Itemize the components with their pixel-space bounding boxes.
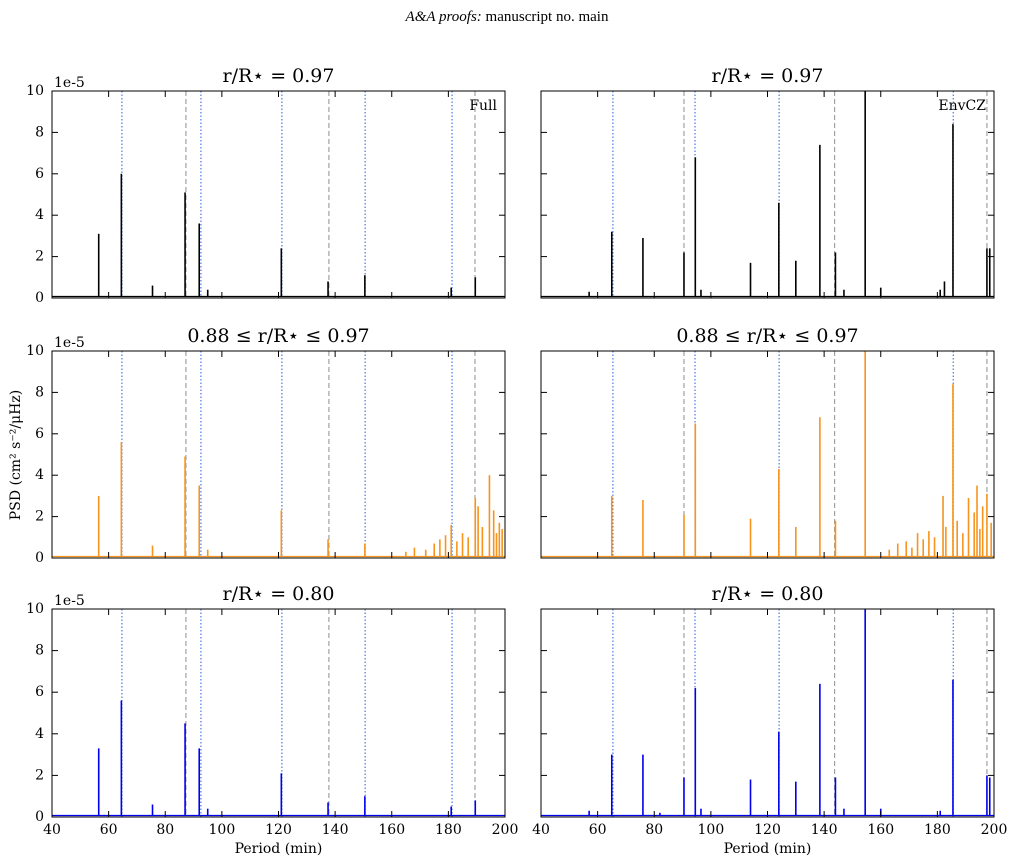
panel-title: r/R⋆ = 0.80 bbox=[712, 583, 824, 605]
y-tick-label: 2 bbox=[35, 249, 44, 265]
manuscript-text: manuscript no. main bbox=[486, 9, 609, 25]
y-tick-label: 0 bbox=[35, 550, 44, 566]
axes-frame bbox=[51, 350, 506, 559]
x-tick-label: 200 bbox=[981, 822, 1008, 838]
y-tick-label: 6 bbox=[35, 684, 44, 700]
y-tick-label: 10 bbox=[26, 601, 44, 617]
y-tick-label: 8 bbox=[35, 384, 44, 400]
page-header: A&A proofs: manuscript no. main bbox=[405, 9, 609, 25]
x-tick-label: 200 bbox=[492, 822, 519, 838]
x-tick-label: 60 bbox=[100, 822, 118, 838]
x-axis-label: Period (min) bbox=[724, 841, 812, 857]
offset-text: 1e-5 bbox=[54, 335, 85, 351]
y-tick-label: 0 bbox=[35, 290, 44, 306]
x-tick-label: 160 bbox=[867, 822, 894, 838]
x-tick-label: 60 bbox=[589, 822, 607, 838]
offset-text: 1e-5 bbox=[54, 593, 85, 609]
y-tick-label: 2 bbox=[35, 509, 44, 525]
y-tick-label: 6 bbox=[35, 426, 44, 442]
x-tick-label: 40 bbox=[532, 822, 550, 838]
x-tick-label: 180 bbox=[924, 822, 951, 838]
panel-annotation: EnvCZ bbox=[938, 98, 986, 114]
y-tick-label: 8 bbox=[35, 643, 44, 659]
y-tick-label: 4 bbox=[35, 207, 44, 223]
y-tick-label: 4 bbox=[35, 726, 44, 742]
axes-frame bbox=[540, 350, 995, 559]
y-tick-label: 0 bbox=[35, 809, 44, 825]
panel-title: r/R⋆ = 0.97 bbox=[223, 65, 335, 87]
x-tick-label: 140 bbox=[322, 822, 349, 838]
x-axis-label: Period (min) bbox=[235, 841, 323, 857]
panel-title: r/R⋆ = 0.97 bbox=[712, 65, 824, 87]
y-tick-label: 10 bbox=[26, 83, 44, 99]
x-tick-label: 80 bbox=[156, 822, 174, 838]
y-tick-label: 4 bbox=[35, 467, 44, 483]
x-tick-label: 140 bbox=[811, 822, 838, 838]
axes-frame bbox=[51, 90, 506, 299]
journal-name: A&A proofs: bbox=[405, 9, 482, 25]
axes-frame bbox=[51, 608, 506, 818]
offset-text: 1e-5 bbox=[54, 75, 85, 91]
y-axis-label: PSD (cm² s⁻²/μHz) bbox=[8, 390, 24, 520]
axes-frame bbox=[540, 608, 995, 818]
panel-annotation: Full bbox=[469, 98, 497, 114]
y-tick-label: 2 bbox=[35, 767, 44, 783]
axes-frame bbox=[540, 90, 995, 299]
x-tick-label: 80 bbox=[645, 822, 663, 838]
x-tick-label: 100 bbox=[698, 822, 725, 838]
panel-title: 0.88 ≤ r/R⋆ ≤ 0.97 bbox=[676, 325, 858, 347]
x-tick-label: 180 bbox=[435, 822, 462, 838]
x-tick-label: 100 bbox=[209, 822, 236, 838]
x-tick-label: 40 bbox=[43, 822, 61, 838]
y-tick-label: 10 bbox=[26, 343, 44, 359]
panel-title: r/R⋆ = 0.80 bbox=[223, 583, 335, 605]
y-tick-label: 6 bbox=[35, 166, 44, 182]
y-tick-label: 8 bbox=[35, 124, 44, 140]
panel-title: 0.88 ≤ r/R⋆ ≤ 0.97 bbox=[187, 325, 369, 347]
x-tick-label: 120 bbox=[265, 822, 292, 838]
x-tick-label: 120 bbox=[754, 822, 781, 838]
x-tick-label: 160 bbox=[378, 822, 405, 838]
